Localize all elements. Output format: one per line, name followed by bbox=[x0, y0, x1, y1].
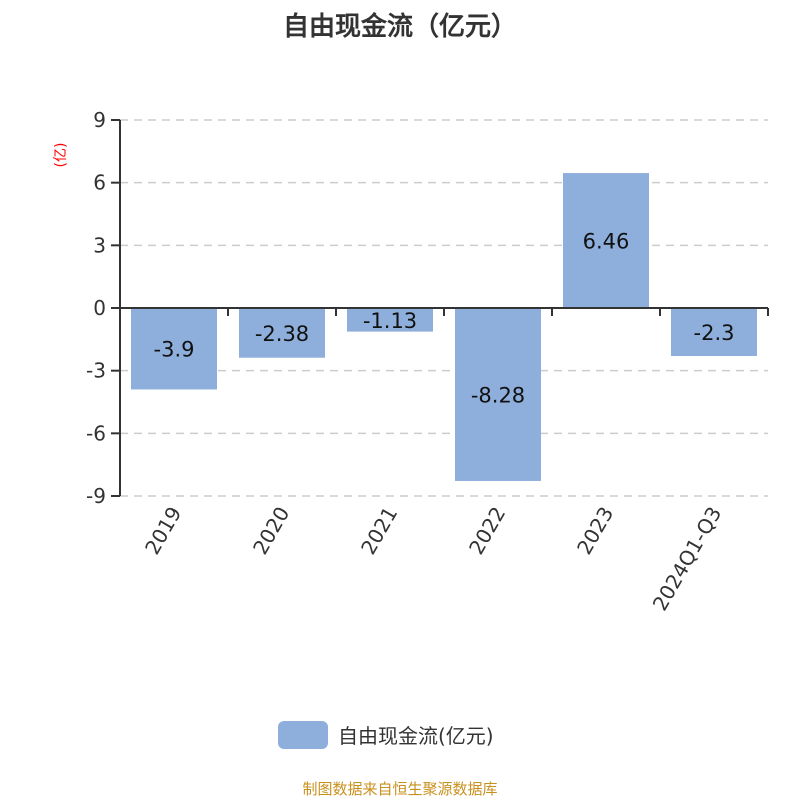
x-tick-label: 2020 bbox=[248, 503, 294, 559]
data-label: -2.3 bbox=[694, 321, 735, 345]
y-tick-label: -6 bbox=[86, 421, 106, 445]
bar bbox=[671, 308, 757, 357]
y-tick-label: 6 bbox=[93, 171, 106, 195]
x-tick-label: 2021 bbox=[356, 503, 402, 559]
bar bbox=[563, 173, 649, 308]
y-tick-label: 3 bbox=[93, 233, 106, 257]
bar bbox=[347, 308, 433, 332]
y-tick-label: -9 bbox=[86, 484, 106, 508]
x-tick-label: 2024Q1-Q3 bbox=[648, 503, 727, 615]
legend-swatch bbox=[278, 720, 328, 749]
y-axis-label: (亿) bbox=[53, 143, 69, 168]
bar bbox=[239, 308, 325, 358]
bar bbox=[455, 308, 541, 481]
legend[interactable]: 自由现金流(亿元) bbox=[278, 720, 494, 749]
x-tick-label: 2019 bbox=[140, 503, 186, 559]
y-tick-label: 0 bbox=[93, 296, 106, 320]
chart-title: 自由现金流（亿元） bbox=[282, 12, 517, 42]
x-tick-label: 2022 bbox=[464, 503, 510, 559]
bar bbox=[131, 308, 217, 390]
data-label: -3.9 bbox=[154, 338, 195, 362]
source-footer: 制图数据来自恒生聚源数据库 bbox=[302, 780, 498, 798]
legend-label: 自由现金流(亿元) bbox=[338, 724, 494, 748]
data-label: -8.28 bbox=[471, 383, 525, 407]
data-label: 6.46 bbox=[583, 230, 630, 254]
y-tick-label: -3 bbox=[86, 359, 106, 383]
data-label: -1.13 bbox=[363, 309, 417, 333]
x-tick-label: 2023 bbox=[572, 503, 618, 559]
y-tick-label: 9 bbox=[93, 108, 106, 132]
data-label: -2.38 bbox=[255, 322, 309, 346]
